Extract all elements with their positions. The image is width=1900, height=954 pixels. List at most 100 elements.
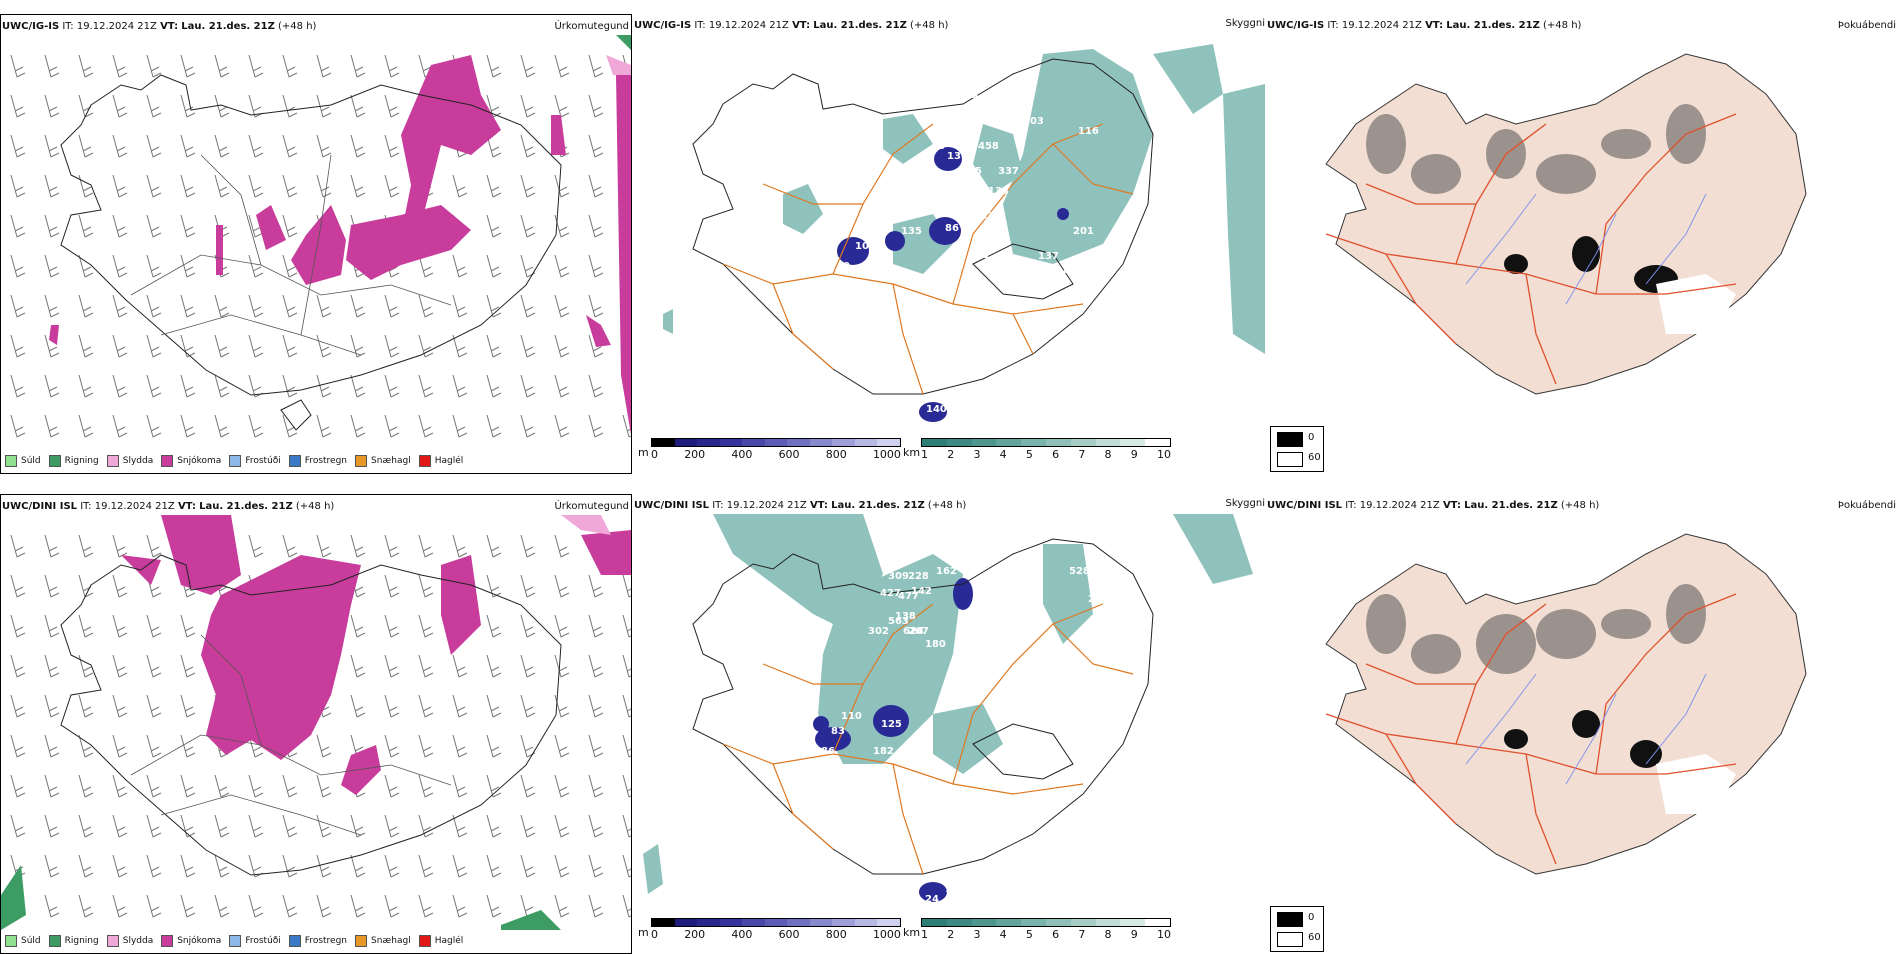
legend-value-top: 0: [1308, 432, 1315, 443]
wind-barb: [588, 814, 604, 838]
wind-barb: [622, 814, 631, 838]
wind-barb: [622, 614, 631, 638]
wind-barb: [418, 614, 434, 638]
cloud-base-label: 15: [1016, 731, 1030, 742]
wind-barb: [146, 254, 162, 278]
wind-barb: [180, 94, 196, 118]
cloud-base-label: 116: [1078, 126, 1099, 137]
wind-barb: [282, 774, 298, 798]
cloud-base-label: 228: [908, 571, 929, 582]
cloud-base-label: 162: [936, 566, 957, 577]
wind-barb: [180, 774, 196, 798]
colorbar-ticks: 1 2 3 4 5 6 7 8 9 10: [921, 928, 1171, 941]
wind-barb: [180, 814, 196, 838]
fog-panel-row1: UWC/IG-IS IT: 19.12.2024 21Z VT: Lau. 21…: [1266, 14, 1898, 474]
wind-barb: [112, 734, 128, 758]
wind-barb: [78, 894, 94, 918]
wind-barb: [384, 654, 400, 678]
cloud-base-label: 309: [888, 571, 909, 582]
wind-barb: [248, 774, 264, 798]
wind-barb: [486, 854, 502, 878]
cloud-base-label: 182: [873, 746, 894, 757]
wind-barb: [180, 374, 196, 398]
wind-barb: [10, 574, 26, 598]
legend-swatch: [1277, 452, 1303, 467]
wind-barb: [520, 334, 536, 358]
wind-barb: [10, 334, 26, 358]
panel-title: UWC/DINI ISL IT: 19.12.2024 21Z VT: Lau.…: [1267, 500, 1600, 511]
wind-barb: [588, 54, 604, 78]
wind-barb: [180, 734, 196, 758]
wind-barb: [146, 334, 162, 358]
wind-barb: [520, 774, 536, 798]
legend-swatch: [355, 455, 368, 467]
cloud-base-label: 73: [926, 176, 940, 187]
wind-barb: [622, 774, 631, 798]
wind-barb: [44, 174, 60, 198]
wind-barb: [78, 374, 94, 398]
wind-barb: [350, 854, 366, 878]
wind-barb: [384, 574, 400, 598]
wind-barb: [418, 534, 434, 558]
wind-barb: [282, 294, 298, 318]
cloud-base-label: 138: [988, 186, 1009, 197]
wind-barb: [180, 214, 196, 238]
wind-barb: [180, 54, 196, 78]
cloud-map: 574 303 116 458 337 138 143 201 222 460 137 213 164 8…: [663, 44, 1265, 422]
wind-barb: [10, 54, 26, 78]
wind-barb: [554, 414, 570, 438]
wind-barb: [418, 854, 434, 878]
colorbar-scale: [921, 438, 1171, 447]
wind-barb: [384, 894, 400, 918]
wind-barb: [248, 334, 264, 358]
wind-barb: [112, 214, 128, 238]
legend-value-bottom: 60: [1308, 932, 1321, 943]
legend-swatch: [1277, 932, 1303, 947]
wind-barb: [112, 254, 128, 278]
wind-barb: [520, 414, 536, 438]
wind-barb: [384, 174, 400, 198]
cloud-base-label: 86: [945, 223, 959, 234]
legend-swatch: [418, 455, 431, 467]
wind-barb: [146, 614, 162, 638]
wind-barb: [282, 54, 298, 78]
cloud-base-label: 140: [926, 404, 947, 415]
wind-barb: [520, 94, 536, 118]
wind-barb: [282, 134, 298, 158]
wind-barb: [10, 414, 26, 438]
wind-barb: [350, 654, 366, 678]
wind-barb: [316, 774, 332, 798]
wind-barb: [10, 734, 26, 758]
legend-item: Haglél: [418, 935, 463, 947]
cloud-base-label: 222: [1088, 251, 1109, 262]
wind-barb: [588, 334, 604, 358]
wind-barb: [554, 654, 570, 678]
wind-barb: [214, 894, 230, 918]
wind-barb: [486, 334, 502, 358]
panel-type-label: Úrkomutegund: [554, 21, 629, 32]
wind-barb: [44, 814, 60, 838]
wind-barb: [248, 134, 264, 158]
wind-barb: [554, 214, 570, 238]
wind-barb: [112, 814, 128, 838]
wind-barb: [78, 854, 94, 878]
panel-title: UWC/DINI ISL IT: 19.12.2024 21Z VT: Lau.…: [634, 500, 967, 511]
wind-barb: [316, 534, 332, 558]
cloud-base-label: 164: [968, 251, 989, 262]
wind-barb: [520, 294, 536, 318]
wind-barb: [214, 294, 230, 318]
wind-barb: [554, 294, 570, 318]
colorbar-unit: km: [903, 926, 921, 939]
wind-barb: [418, 774, 434, 798]
wind-barb: [112, 174, 128, 198]
wind-barb: [316, 854, 332, 878]
wind-barb: [588, 254, 604, 278]
legend-swatch: [5, 455, 17, 467]
wind-barb: [282, 174, 298, 198]
legend-swatch: [418, 935, 431, 947]
wind-barb: [214, 54, 230, 78]
wind-barb: [486, 894, 502, 918]
wind-barb: [146, 174, 162, 198]
wind-barb: [588, 374, 604, 398]
wind-barb: [520, 174, 536, 198]
